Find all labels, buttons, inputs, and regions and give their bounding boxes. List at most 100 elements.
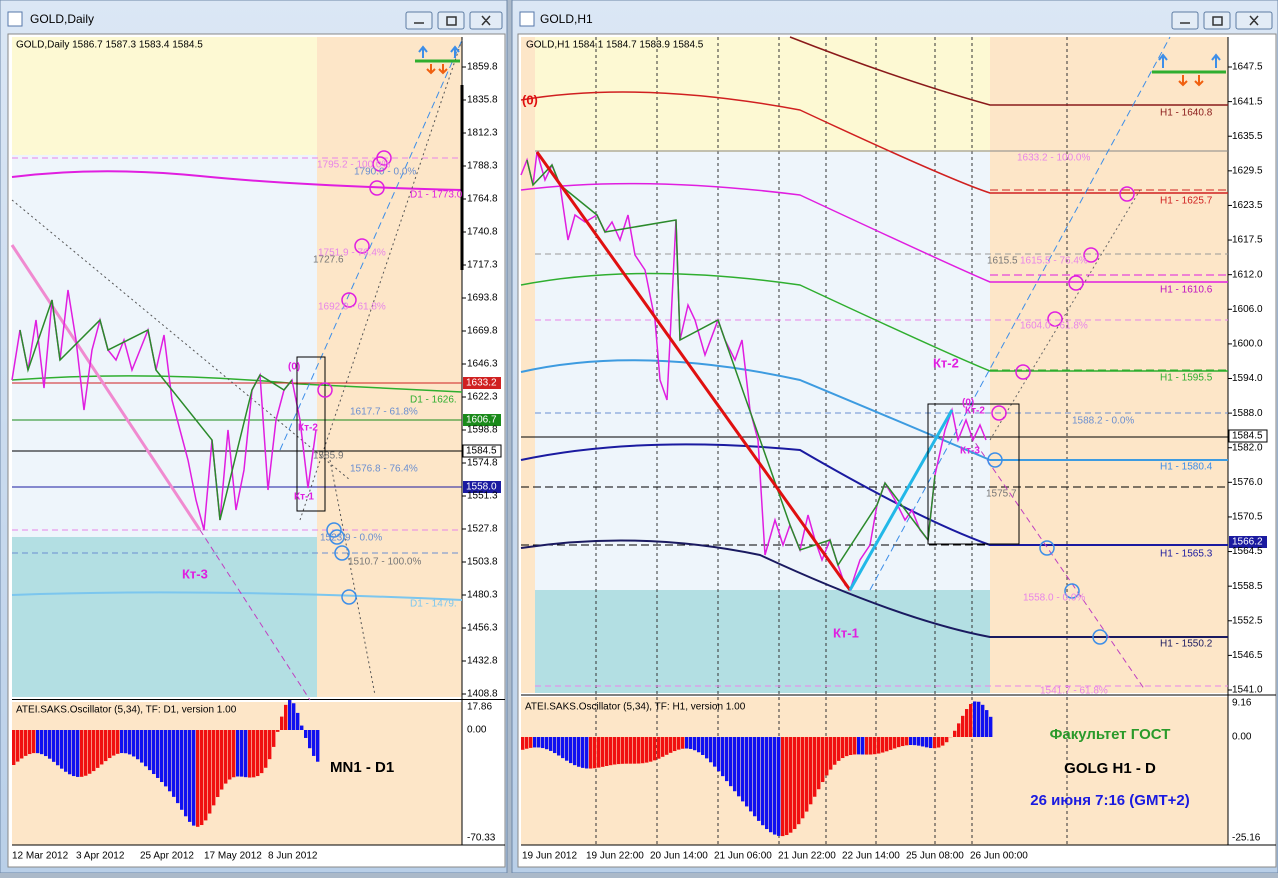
histogram-bar: [869, 737, 872, 755]
histogram-bar: [168, 730, 171, 791]
price-tick-label: 1835.8: [467, 95, 498, 106]
osc-scale: 17.86: [467, 702, 492, 713]
histogram-bar: [569, 737, 572, 763]
histogram-bar: [841, 737, 844, 758]
histogram-bar: [68, 730, 71, 774]
label: H1 - 1550.2: [1160, 639, 1213, 650]
maximize-button[interactable]: [438, 12, 464, 29]
label: H1 - 1580.4: [1160, 462, 1213, 473]
price-tick-label: 1588.0: [1232, 408, 1263, 419]
label: D1 - 1773.0: [410, 190, 463, 201]
date-label: 3 Apr 2012: [76, 851, 125, 862]
price-tick-label: 1576.0: [1232, 477, 1263, 488]
histogram-bar: [525, 737, 528, 749]
label: Кт-2: [965, 406, 985, 417]
date-label: 19 Jun 22:00: [586, 851, 644, 862]
minimize-button[interactable]: [1172, 12, 1198, 29]
histogram-bar: [757, 737, 760, 821]
price-tick-label: 1552.5: [1232, 615, 1263, 626]
histogram-bar: [917, 737, 920, 746]
histogram-bar: [84, 730, 87, 776]
histogram-bar: [260, 730, 263, 773]
histogram-bar: [781, 737, 784, 836]
chart-header: GOLD,Daily 1586.7 1587.3 1583.4 1584.5: [16, 40, 203, 51]
histogram-bar: [649, 737, 652, 762]
histogram-bar: [633, 737, 636, 764]
histogram-bar: [44, 730, 47, 756]
histogram-bar: [961, 716, 964, 737]
histogram-bar: [805, 737, 808, 812]
histogram-bar: [693, 737, 696, 750]
histogram-bar: [861, 737, 864, 754]
minimize-button[interactable]: [406, 12, 432, 29]
histogram-bar: [296, 713, 299, 730]
histogram-bar: [665, 737, 668, 755]
histogram-bar: [172, 730, 175, 797]
histogram-bar: [789, 737, 792, 833]
date-label: 12 Mar 2012: [12, 851, 69, 862]
histogram-bar: [553, 737, 556, 753]
histogram-bar: [136, 730, 139, 759]
histogram-bar: [813, 737, 816, 797]
histogram-bar: [308, 730, 311, 748]
histogram-bar: [681, 737, 684, 749]
label: D1 - 1479.: [410, 599, 457, 610]
histogram-bar: [108, 730, 111, 758]
price-tick-label: 1764.8: [467, 194, 498, 205]
osc-scale: 9.16: [1232, 698, 1252, 709]
histogram-bar: [765, 737, 768, 829]
histogram-bar: [304, 730, 307, 738]
label: H1 - 1565.3: [1160, 549, 1213, 560]
price-tick-label: 1570.5: [1232, 512, 1263, 523]
histogram-bar: [849, 737, 852, 755]
histogram-bar: [777, 737, 780, 836]
price-tick-label: 1456.3: [467, 623, 498, 634]
price-tick-label: 1598.8: [467, 425, 498, 436]
label: H1 - 1610.6: [1160, 285, 1213, 296]
histogram-bar: [72, 730, 75, 776]
histogram-bar: [120, 730, 123, 753]
histogram-bar: [144, 730, 147, 766]
histogram-bar: [617, 737, 620, 764]
histogram-bar: [268, 730, 271, 759]
histogram-bar: [216, 730, 219, 797]
histogram-bar: [300, 726, 303, 730]
histogram-bar: [801, 737, 804, 818]
histogram-bar: [272, 730, 275, 747]
window-icon: [520, 12, 534, 26]
histogram-bar: [641, 737, 644, 763]
label: H1 - 1595.5: [1160, 373, 1213, 384]
price-tick-label: 1503.8: [467, 557, 498, 568]
histogram-bar: [657, 737, 660, 759]
histogram-bar: [561, 737, 564, 758]
histogram-bar: [252, 730, 255, 777]
price-tick-label: 1617.5: [1232, 235, 1263, 246]
histogram-bar: [92, 730, 95, 771]
histogram-bar: [889, 737, 892, 750]
price-tick-label: 1740.8: [467, 227, 498, 238]
histogram-bar: [565, 737, 568, 761]
histogram-bar: [533, 737, 536, 747]
histogram-bar: [188, 730, 191, 822]
histogram-bar: [597, 737, 600, 768]
histogram-bar: [897, 737, 900, 747]
histogram-bar: [557, 737, 560, 756]
histogram-bar: [957, 723, 960, 737]
histogram-bar: [196, 730, 199, 827]
histogram-bar: [625, 737, 628, 764]
label: H1 - 1640.8: [1160, 108, 1213, 119]
label: Кт-1: [294, 492, 314, 503]
maximize-button[interactable]: [1204, 12, 1230, 29]
histogram-bar: [741, 737, 744, 801]
label: Кт-3: [960, 446, 980, 457]
histogram-bar: [925, 737, 928, 747]
price-tick-label: 1408.8: [467, 689, 498, 700]
price-tick-label: 1859.8: [467, 62, 498, 73]
price-tick-label: 1788.3: [467, 161, 498, 172]
price-tick-label: 1612.0: [1232, 269, 1263, 280]
date-label: 26 Jun 00:00: [970, 851, 1028, 862]
histogram-bar: [945, 737, 948, 742]
label: 1615.5 - 76.4%: [1020, 256, 1088, 267]
histogram-bar: [669, 737, 672, 753]
window-title: GOLD,Daily: [30, 12, 94, 26]
